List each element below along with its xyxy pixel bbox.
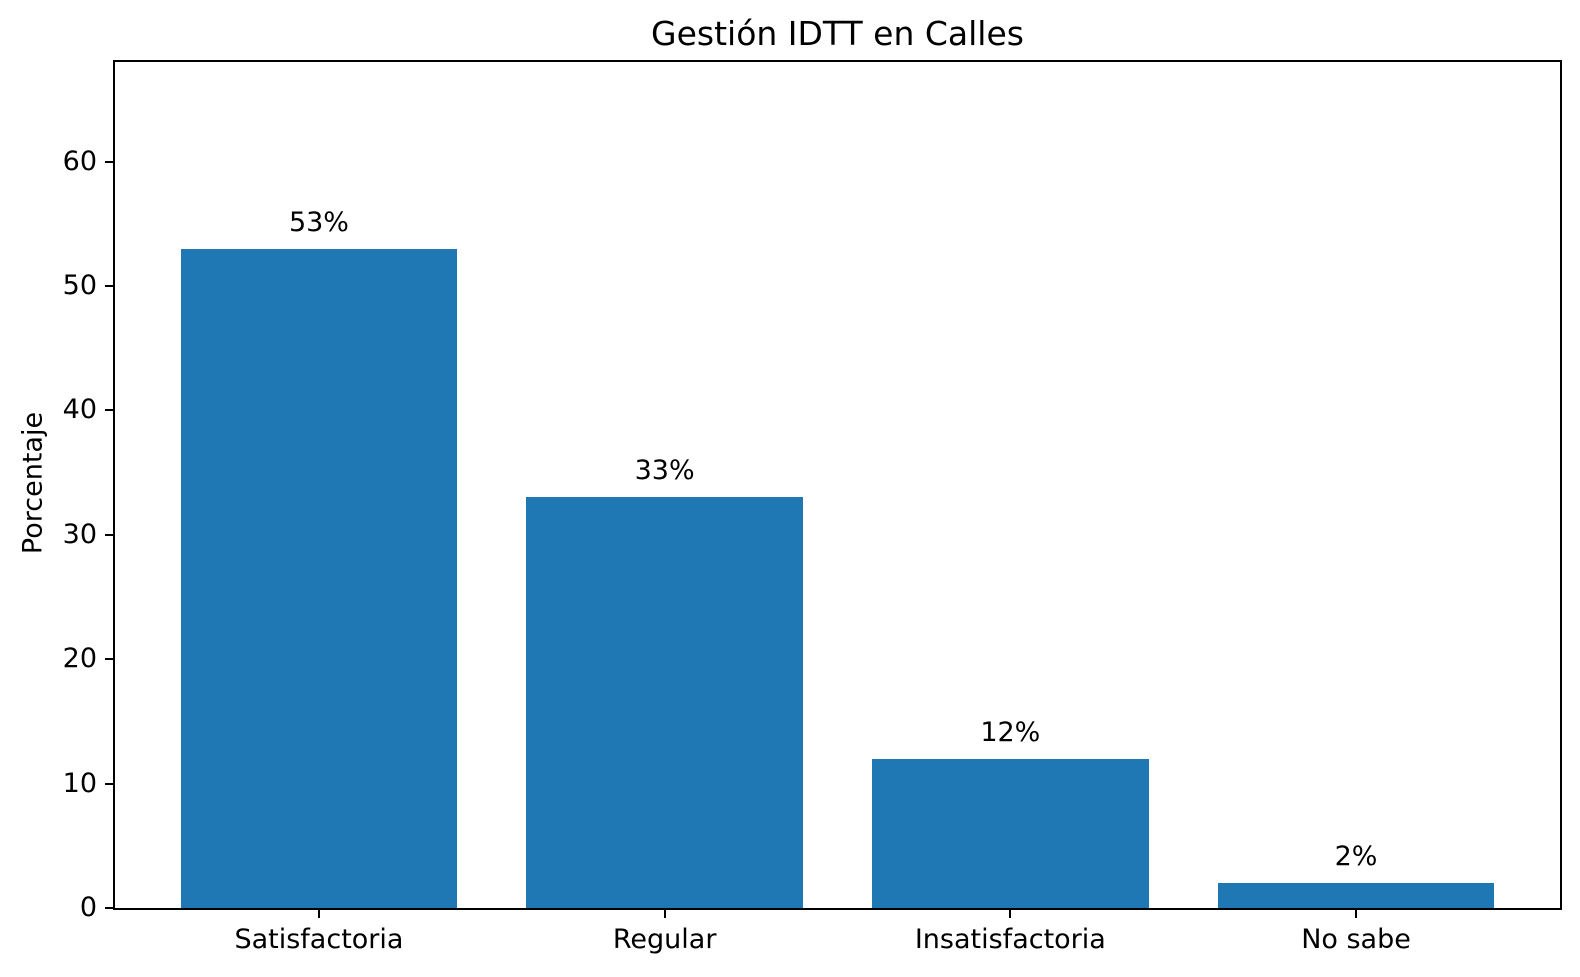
x-tick-label: Regular <box>612 924 717 955</box>
bar <box>526 497 803 908</box>
y-tick-mark <box>105 658 113 661</box>
x-tick-label: Satisfactoria <box>234 924 404 955</box>
y-tick-label: 0 <box>79 892 97 923</box>
x-tick-mark <box>663 910 666 918</box>
bar <box>872 758 1149 908</box>
y-tick-label: 20 <box>62 643 97 675</box>
x-tick-mark <box>1355 910 1358 918</box>
x-tick-label: Insatisfactoria <box>914 924 1106 955</box>
y-tick-label: 60 <box>62 145 97 177</box>
y-tick-mark <box>105 284 113 287</box>
bar <box>180 248 458 908</box>
y-tick-mark <box>105 160 113 163</box>
y-tick-mark <box>105 533 113 536</box>
bar-value-label: 12% <box>980 716 1041 748</box>
y-tick-label: 10 <box>62 767 97 799</box>
bar-value-label: 33% <box>634 455 695 487</box>
x-tick-mark <box>1009 910 1012 918</box>
bar-value-label: 53% <box>288 206 349 238</box>
chart-title: Gestión IDTT en Calles <box>651 14 1024 53</box>
y-tick-mark <box>105 907 113 909</box>
bar-value-label: 2% <box>1334 841 1378 873</box>
x-tick-label: No sabe <box>1301 924 1411 955</box>
y-tick-label: 40 <box>62 394 97 426</box>
y-tick-label: 30 <box>62 518 97 550</box>
y-tick-label: 50 <box>62 269 97 301</box>
bar <box>1217 883 1495 908</box>
y-tick-mark <box>105 409 113 412</box>
plot-area <box>113 60 1562 910</box>
x-tick-mark <box>317 910 320 918</box>
y-tick-mark <box>105 782 113 785</box>
